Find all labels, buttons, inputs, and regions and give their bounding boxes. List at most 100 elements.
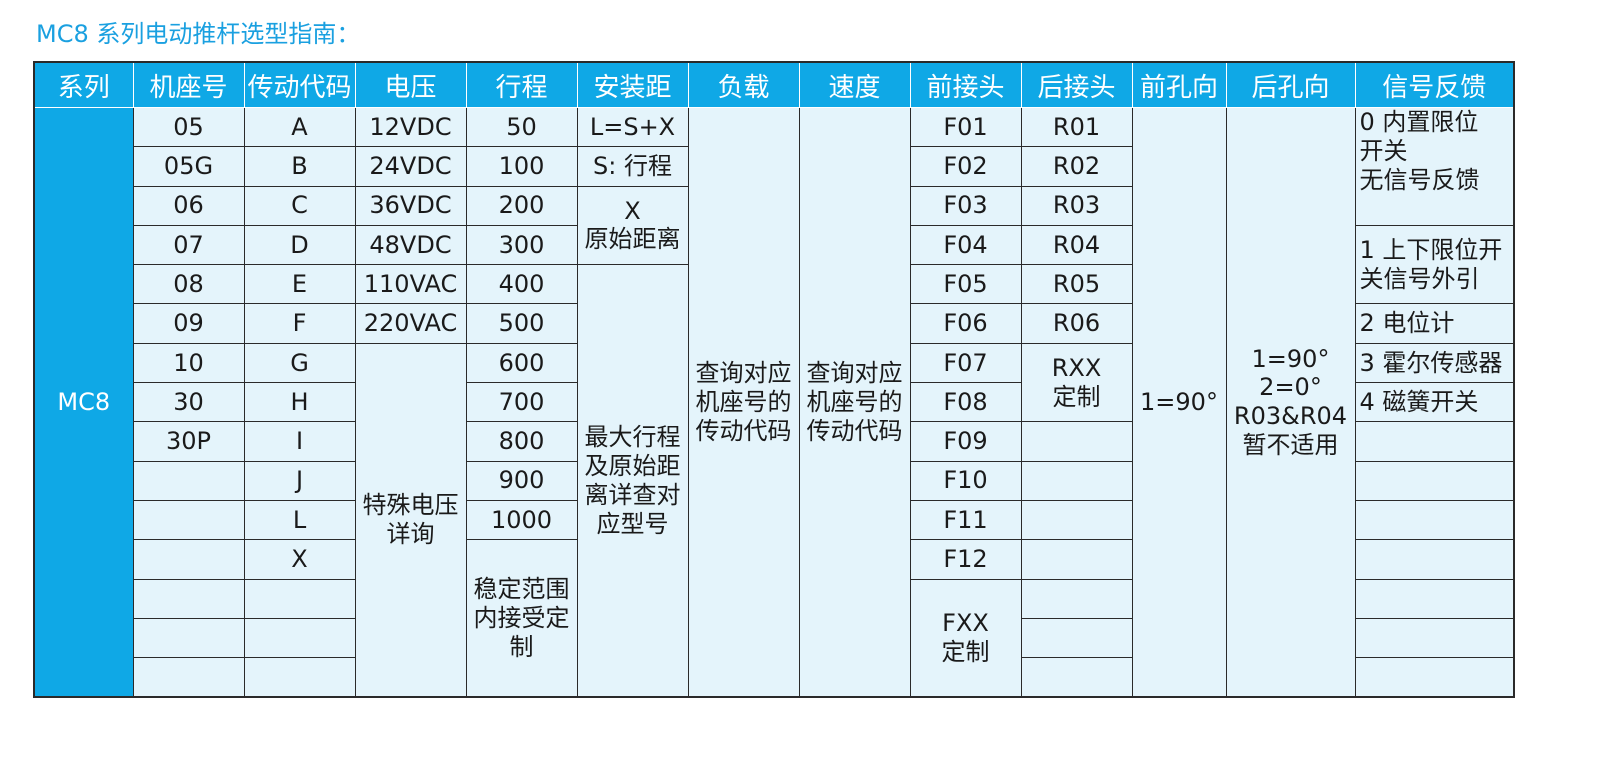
stroke-cell: 300 bbox=[465, 224, 578, 266]
table-row: 30 H 700 F08 4 磁簧开关 bbox=[34, 382, 1515, 423]
voltage-cell: 48VDC bbox=[354, 224, 467, 266]
table-row: 08 E 110VAC 400 最大行程 及原始距 离详查对 应型号 F05 R… bbox=[34, 264, 1514, 698]
front-joint-cell: F01 bbox=[909, 106, 1022, 148]
table-row: FXX 定制 bbox=[34, 578, 1515, 698]
frame-cell: 05 bbox=[132, 106, 245, 148]
drive-code-cell: L bbox=[243, 499, 356, 541]
page-title: MC8 系列电动推杆选型指南： bbox=[36, 20, 361, 48]
stroke-cell: 900 bbox=[465, 460, 578, 501]
table-row: L 1000 F11 bbox=[34, 499, 1515, 541]
signal-cell bbox=[1354, 617, 1515, 659]
front-joint-cell: F07 bbox=[909, 342, 1022, 384]
rear-joint-custom: RXX 定制 bbox=[1020, 342, 1133, 423]
signal-option-3: 3 霍尔传感器 bbox=[1354, 342, 1515, 384]
rear-joint-cell: R03 bbox=[1020, 185, 1133, 226]
signal-option-0: 0 内置限位 开关 无信号反馈 bbox=[1354, 107, 1515, 226]
front-joint-cell: F11 bbox=[909, 499, 1022, 541]
drive-code-cell: I bbox=[243, 421, 356, 462]
rear-joint-cell bbox=[1020, 617, 1133, 659]
stroke-cell: 700 bbox=[465, 382, 578, 423]
frame-cell bbox=[132, 539, 245, 580]
rear-hole-note: 1=90° 2=0° R03&R04 暂不适用 bbox=[1225, 107, 1356, 698]
signal-cell bbox=[1354, 539, 1515, 580]
signal-cell bbox=[1354, 460, 1515, 501]
install-formula: L=S+X bbox=[576, 106, 689, 148]
front-joint-cell: F06 bbox=[909, 303, 1022, 344]
voltage-cell: 110VAC bbox=[354, 264, 467, 305]
signal-cell bbox=[1354, 421, 1515, 462]
frame-cell: 09 bbox=[132, 303, 245, 344]
front-hole-note: 1=90° bbox=[1131, 107, 1227, 698]
header-install-distance: 安装距 bbox=[576, 61, 689, 108]
drive-code-cell: G bbox=[243, 342, 356, 384]
frame-cell: 10 bbox=[132, 342, 245, 384]
rear-joint-cell bbox=[1020, 657, 1133, 698]
header-front-joint: 前接头 bbox=[909, 61, 1022, 108]
stroke-cell: 400 bbox=[465, 264, 578, 305]
rear-joint-cell bbox=[1020, 539, 1133, 580]
frame-cell bbox=[132, 578, 245, 619]
header-series: 系列 bbox=[33, 61, 134, 108]
front-joint-cell: F04 bbox=[909, 224, 1022, 266]
front-joint-custom: FXX 定制 bbox=[909, 578, 1022, 698]
stroke-cell: 800 bbox=[465, 421, 578, 462]
load-note: 查询对应 机座号的 传动代码 bbox=[687, 107, 800, 698]
stroke-cell: 50 bbox=[465, 106, 578, 148]
voltage-cell: 24VDC bbox=[354, 146, 467, 187]
signal-option-1: 1 上下限位开 关信号外引 bbox=[1354, 224, 1515, 305]
drive-code-cell: D bbox=[243, 224, 356, 266]
frame-cell bbox=[132, 499, 245, 541]
frame-cell bbox=[132, 617, 245, 659]
table-row: X 稳定范围 内接受定 制 F12 bbox=[34, 539, 1515, 698]
rear-joint-cell bbox=[1020, 499, 1133, 541]
frame-cell: 30P bbox=[132, 421, 245, 462]
header-speed: 速度 bbox=[798, 61, 911, 108]
stroke-cell: 1000 bbox=[465, 499, 578, 541]
frame-cell: 08 bbox=[132, 264, 245, 305]
rear-joint-cell bbox=[1020, 578, 1133, 619]
header-front-hole: 前孔向 bbox=[1131, 61, 1227, 108]
frame-cell: 05G bbox=[132, 146, 245, 187]
frame-cell bbox=[132, 460, 245, 501]
install-x-note: X 原始距离 bbox=[576, 185, 689, 266]
header-frame: 机座号 bbox=[132, 61, 245, 108]
drive-code-cell: J bbox=[243, 460, 356, 501]
stroke-custom-note: 稳定范围 内接受定 制 bbox=[465, 539, 578, 698]
rear-joint-cell: R02 bbox=[1020, 146, 1133, 187]
drive-code-cell bbox=[243, 578, 356, 619]
drive-code-cell bbox=[243, 657, 356, 698]
voltage-special-note: 特殊电压 详询 bbox=[354, 342, 467, 698]
frame-cell: 30 bbox=[132, 382, 245, 423]
signal-cell bbox=[1354, 657, 1515, 698]
table-row: MC8 05 A 12VDC 50 L=S+X 查询对应 机座号的 传动代码 查… bbox=[33, 106, 1515, 698]
selection-table: 系列 机座号 传动代码 电压 行程 安装距 负载 速度 前接头 后接头 前孔向 … bbox=[33, 61, 1515, 699]
drive-code-cell: E bbox=[243, 264, 356, 305]
table-row: 10 G 特殊电压 详询 600 F07 RXX 定制 3 霍尔传感器 bbox=[34, 342, 1515, 698]
drive-code-cell: C bbox=[243, 185, 356, 226]
header-voltage: 电压 bbox=[354, 61, 467, 108]
install-s-note: S: 行程 bbox=[576, 146, 689, 187]
rear-joint-cell bbox=[1020, 460, 1133, 501]
drive-code-cell: F bbox=[243, 303, 356, 344]
front-joint-cell: F05 bbox=[909, 264, 1022, 305]
stroke-cell: 200 bbox=[465, 185, 578, 226]
front-joint-cell: F12 bbox=[909, 539, 1022, 580]
table-row: 30P I 800 F09 bbox=[34, 421, 1515, 462]
drive-code-cell: A bbox=[243, 106, 356, 148]
signal-cell bbox=[1354, 499, 1515, 541]
stroke-cell: 100 bbox=[465, 146, 578, 187]
header-drive-code: 传动代码 bbox=[243, 61, 356, 108]
header-rear-joint: 后接头 bbox=[1020, 61, 1133, 108]
header-rear-hole: 后孔向 bbox=[1225, 61, 1356, 108]
signal-option-4: 4 磁簧开关 bbox=[1354, 382, 1515, 423]
voltage-cell: 12VDC bbox=[354, 106, 467, 148]
table-row bbox=[34, 657, 1515, 698]
rear-joint-cell: R01 bbox=[1020, 106, 1133, 148]
drive-code-cell: X bbox=[243, 539, 356, 580]
header-load: 负载 bbox=[687, 61, 800, 108]
frame-cell: 06 bbox=[132, 185, 245, 226]
table-row bbox=[34, 617, 1515, 659]
drive-code-cell: B bbox=[243, 146, 356, 187]
header-signal: 信号反馈 bbox=[1354, 61, 1515, 108]
stroke-cell: 500 bbox=[465, 303, 578, 344]
